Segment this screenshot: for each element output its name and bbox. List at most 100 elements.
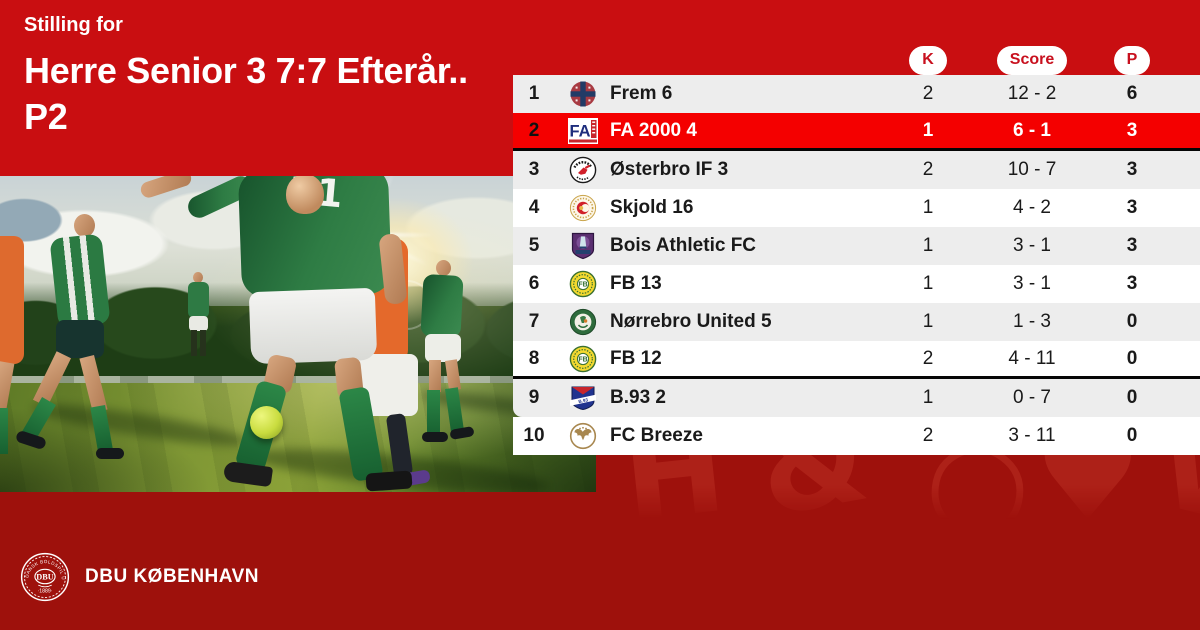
- points-cell: 3: [1126, 119, 1138, 141]
- org-name: DBU KØBENHAVN: [85, 566, 259, 587]
- club-logo-cell: B.93: [555, 384, 610, 412]
- score-cell: 4 - 11: [1008, 347, 1056, 369]
- team-name: FA 2000 4: [610, 119, 697, 141]
- team-name: Østerbro IF 3: [610, 159, 729, 180]
- club-logo-cell: [555, 156, 610, 184]
- position-cell: 4: [528, 197, 540, 218]
- player-main-shorts: [248, 287, 378, 365]
- position-cell: 5: [528, 235, 540, 256]
- column-header-score: Score: [996, 45, 1068, 75]
- matches-cell: 2: [922, 425, 934, 446]
- position-cell: 3: [528, 159, 540, 180]
- team-name: B.93 2: [610, 387, 666, 408]
- table-row: 8 FB FB 12 2 4 - 11 0: [513, 341, 1200, 379]
- matches-cell: 1: [922, 311, 934, 332]
- table-header-row: K Score P: [513, 45, 1200, 75]
- table-row: 6 FB FB 13 1 3 - 1 3: [513, 265, 1200, 303]
- player-main-shoe: [365, 470, 413, 492]
- points-cell: 0: [1126, 347, 1138, 369]
- score-cell: 0 - 7: [1012, 387, 1052, 408]
- player-left-shoe: [96, 448, 124, 459]
- position-cell: 2: [528, 119, 540, 141]
- points-cell: 3: [1126, 159, 1138, 180]
- player-far-left-bib: [0, 236, 24, 364]
- kicker-label: Stilling for: [24, 14, 123, 36]
- player-right-leg: [429, 360, 441, 392]
- matches-cell: 1: [922, 235, 934, 256]
- position-cell: 7: [528, 311, 540, 332]
- player-main-head: [286, 176, 324, 214]
- fb-logo-icon: FB: [569, 345, 596, 372]
- svg-text:FA: FA: [569, 122, 590, 140]
- table-row: 3 Østerbro IF 3 2 10 - 7 3: [513, 151, 1200, 189]
- svg-text:B.93: B.93: [577, 397, 588, 404]
- svg-text:FB: FB: [578, 356, 587, 363]
- footer: DANSK BOLDSPIL UNION DBU ·1889· DBU KØBE…: [20, 552, 259, 602]
- score-cell: 6 - 1: [1012, 119, 1052, 141]
- page-title-line1: Herre Senior 3 7:7 Efterår..: [24, 50, 468, 91]
- points-cell: 0: [1126, 425, 1138, 446]
- matches-cell: 2: [922, 159, 934, 180]
- frem-logo-icon: [570, 81, 595, 107]
- player-right-sock: [427, 390, 440, 436]
- player-far-left-sock: [0, 408, 8, 454]
- matches-cell: 1: [922, 119, 934, 141]
- matches-cell: 1: [922, 387, 934, 408]
- points-cell: 3: [1126, 235, 1138, 256]
- table-row: 10 FC Breeze 2 3 - 11 0: [513, 417, 1200, 455]
- club-logo-cell: FA: [555, 117, 610, 144]
- score-cell: 1 - 3: [1012, 311, 1052, 332]
- player-left-shorts: [56, 320, 104, 358]
- team-name: Nørrebro United 5: [610, 311, 772, 332]
- position-cell: 10: [523, 425, 545, 446]
- player-distant-leg: [191, 330, 197, 356]
- photo-fence: [0, 376, 596, 385]
- points-cell: 0: [1126, 311, 1138, 332]
- svg-text:FB: FB: [578, 282, 587, 289]
- table-row: 1 Frem 6 2 12 - 2 6: [513, 75, 1200, 113]
- score-cell: 3 - 1: [1012, 273, 1052, 294]
- standings-table: K Score P 1 Frem 6 2 12 - 2 6: [513, 45, 1200, 455]
- player-right-shorts: [425, 334, 461, 362]
- club-logo-cell: [555, 422, 610, 450]
- bois-athletic-logo-icon: [571, 232, 594, 260]
- team-name: FB 12: [610, 347, 662, 369]
- page-title-line2: P2: [24, 96, 68, 137]
- player-distant-leg: [200, 330, 206, 356]
- club-logo-cell: FB: [555, 345, 610, 373]
- b93-logo-icon: B.93: [569, 386, 596, 411]
- matches-cell: 2: [922, 83, 934, 104]
- football: [250, 406, 283, 439]
- player-distant-head: [193, 272, 203, 283]
- position-cell: 1: [528, 83, 540, 104]
- fc-breeze-logo-icon: [569, 422, 596, 450]
- table-row: 5 Bois Athletic FC 1 3 - 1 3: [513, 227, 1200, 265]
- player-left-torso: [49, 233, 111, 329]
- player-distant-shorts: [189, 316, 208, 331]
- table-row: 9 B.93 B.93 2 1 0 - 7 0: [513, 379, 1200, 417]
- skjold-logo-icon: [569, 194, 596, 222]
- fb-logo-icon: FB: [569, 270, 596, 298]
- team-name: Skjold 16: [610, 197, 694, 218]
- score-cell: 3 - 1: [1012, 235, 1052, 256]
- club-logo-cell: [555, 194, 610, 222]
- team-name: Frem 6: [610, 83, 673, 104]
- osterbro-logo-icon: [569, 156, 596, 184]
- dbu-seal-icon: DANSK BOLDSPIL UNION DBU ·1889·: [20, 552, 70, 602]
- points-cell: 6: [1126, 83, 1138, 104]
- club-logo-cell: [555, 231, 610, 261]
- score-cell: 12 - 2: [1007, 83, 1057, 104]
- seal-center-text: DBU: [36, 573, 53, 582]
- table-row: 7 Nørrebro United 5 1 1 - 3 0: [513, 303, 1200, 341]
- player-right-torso: [420, 273, 464, 339]
- matches-cell: 1: [922, 197, 934, 218]
- norrebro-united-logo-icon: [569, 308, 596, 336]
- points-cell: 0: [1126, 387, 1138, 408]
- player-right-shoe: [422, 432, 448, 442]
- table-row: 4 Skjold 16 1 4 - 2 3: [513, 189, 1200, 227]
- column-header-k: K: [909, 45, 947, 75]
- position-cell: 9: [528, 387, 540, 408]
- club-logo-cell: [555, 308, 610, 336]
- column-header-p: P: [1113, 45, 1151, 75]
